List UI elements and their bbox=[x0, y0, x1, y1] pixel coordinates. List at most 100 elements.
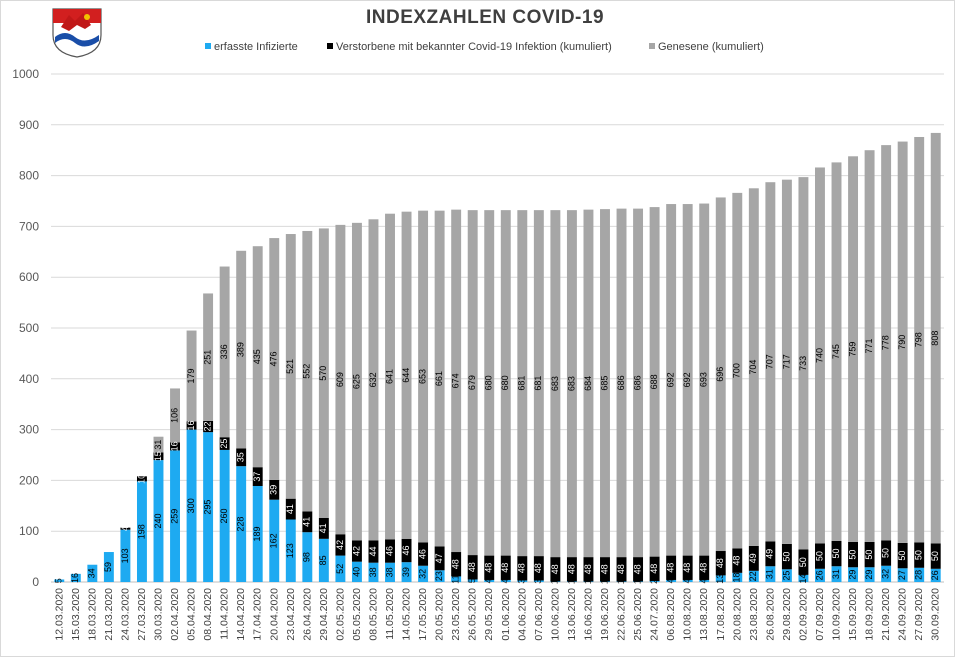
y-tick-label: 200 bbox=[19, 473, 39, 487]
x-tick-label: 22.06.2020 bbox=[616, 588, 628, 641]
bar-segment bbox=[864, 567, 875, 582]
bar-segment bbox=[434, 570, 445, 582]
data-label: 300 bbox=[186, 498, 196, 513]
bar-segment bbox=[219, 266, 230, 438]
bar-segment bbox=[269, 479, 280, 500]
y-tick-label: 0 bbox=[32, 575, 39, 589]
data-label: 684 bbox=[583, 376, 593, 391]
bar-segment bbox=[120, 527, 131, 530]
data-label: 52 bbox=[335, 564, 345, 574]
data-label: 685 bbox=[599, 376, 609, 391]
bar-segment bbox=[186, 330, 197, 422]
bar-segment bbox=[831, 566, 842, 582]
bar-segment bbox=[831, 162, 842, 541]
bar-segment bbox=[401, 211, 412, 539]
data-label: 85 bbox=[318, 555, 328, 565]
data-label: 22 bbox=[748, 571, 758, 581]
bar-segment bbox=[732, 572, 743, 582]
data-label: 47 bbox=[434, 553, 444, 563]
data-label: 251 bbox=[202, 350, 212, 365]
data-label: 49 bbox=[748, 553, 758, 563]
bar-segment bbox=[699, 555, 710, 580]
data-label: 50 bbox=[781, 552, 791, 562]
x-tick-label: 17.05.2020 bbox=[417, 588, 429, 641]
bar-segment bbox=[765, 541, 776, 567]
data-label: 48 bbox=[500, 563, 510, 573]
data-label: 37 bbox=[252, 472, 262, 482]
bar-segment bbox=[616, 208, 627, 558]
bar-segment bbox=[583, 581, 594, 582]
bar-segment bbox=[798, 574, 809, 582]
data-label: 778 bbox=[880, 335, 890, 350]
bar-segment bbox=[864, 150, 875, 542]
x-tick-label: 10.06.2020 bbox=[549, 588, 561, 641]
bar-segment bbox=[666, 555, 677, 580]
legend-item: Genesene (kumuliert) bbox=[649, 41, 764, 53]
bar-segment bbox=[351, 540, 362, 562]
data-label: 4 bbox=[484, 578, 494, 583]
x-tick-label: 17.08.2020 bbox=[715, 588, 727, 641]
x-tick-label: 23.05.2020 bbox=[450, 588, 462, 641]
x-tick-label: 26.08.2020 bbox=[764, 588, 776, 641]
data-label: 1 bbox=[583, 579, 593, 584]
bar-segment bbox=[467, 210, 478, 556]
data-label: 692 bbox=[682, 372, 692, 387]
bar-segment bbox=[236, 250, 247, 449]
bar-segment bbox=[351, 222, 362, 541]
data-label: 240 bbox=[153, 514, 163, 529]
data-label: 700 bbox=[732, 363, 742, 378]
bar-segment bbox=[484, 579, 495, 582]
data-label: 16 bbox=[70, 573, 80, 583]
x-tick-label: 18.03.2020 bbox=[86, 588, 98, 641]
bar-segment bbox=[798, 177, 809, 550]
bar-segment bbox=[186, 421, 197, 430]
data-label: 336 bbox=[219, 344, 229, 359]
data-label: 59 bbox=[103, 562, 113, 572]
x-tick-label: 20.04.2020 bbox=[268, 588, 280, 641]
bar-segment bbox=[633, 581, 644, 582]
y-tick-label: 600 bbox=[19, 270, 39, 284]
data-label: 1 bbox=[550, 579, 560, 584]
legend-item: erfasste Infizierte bbox=[205, 41, 298, 53]
bar-segment bbox=[699, 203, 710, 556]
bars bbox=[54, 132, 941, 582]
data-label: 680 bbox=[500, 375, 510, 390]
x-tick-label: 15.09.2020 bbox=[847, 588, 859, 641]
bar-segment bbox=[583, 209, 594, 558]
bar-segment bbox=[170, 450, 180, 582]
data-label: 25 bbox=[781, 571, 791, 581]
x-tick-label: 29.04.2020 bbox=[318, 588, 330, 641]
x-tick-label: 24.07.2020 bbox=[649, 588, 661, 641]
bar-segment bbox=[881, 540, 892, 566]
data-label: 35 bbox=[236, 452, 246, 462]
bar-segment bbox=[500, 579, 511, 582]
bar-segment bbox=[434, 210, 445, 547]
data-label: 688 bbox=[649, 374, 659, 389]
data-label: 681 bbox=[517, 376, 527, 391]
bar-segment bbox=[715, 197, 726, 552]
bar-segment bbox=[285, 234, 296, 499]
bar-segment bbox=[699, 579, 710, 582]
data-label: 50 bbox=[897, 551, 907, 561]
bar-segment bbox=[186, 429, 197, 582]
x-tick-label: 11.05.2020 bbox=[384, 588, 396, 640]
bar-segment bbox=[831, 540, 842, 567]
data-label: 625 bbox=[351, 374, 361, 389]
legend-swatch bbox=[205, 43, 211, 49]
data-label: 5 bbox=[467, 578, 477, 583]
x-tick-label: 20.05.2020 bbox=[434, 588, 446, 641]
data-label: 681 bbox=[533, 376, 543, 391]
data-label: 39 bbox=[401, 567, 411, 577]
bar-segment bbox=[583, 557, 594, 582]
data-label: 644 bbox=[401, 368, 411, 383]
data-label: 42 bbox=[351, 546, 361, 556]
data-label: 4 bbox=[666, 578, 676, 583]
data-label: 50 bbox=[814, 551, 824, 561]
data-label: 740 bbox=[814, 348, 824, 363]
x-tick-label: 21.03.2020 bbox=[103, 588, 115, 641]
bar-segment bbox=[897, 568, 908, 582]
data-label: 46 bbox=[417, 549, 427, 559]
data-label: 3 bbox=[533, 579, 543, 584]
x-tick-label: 26.05.2020 bbox=[467, 588, 479, 641]
legend-item: Verstorbene mit bekannter Covid-19 Infek… bbox=[327, 41, 612, 53]
